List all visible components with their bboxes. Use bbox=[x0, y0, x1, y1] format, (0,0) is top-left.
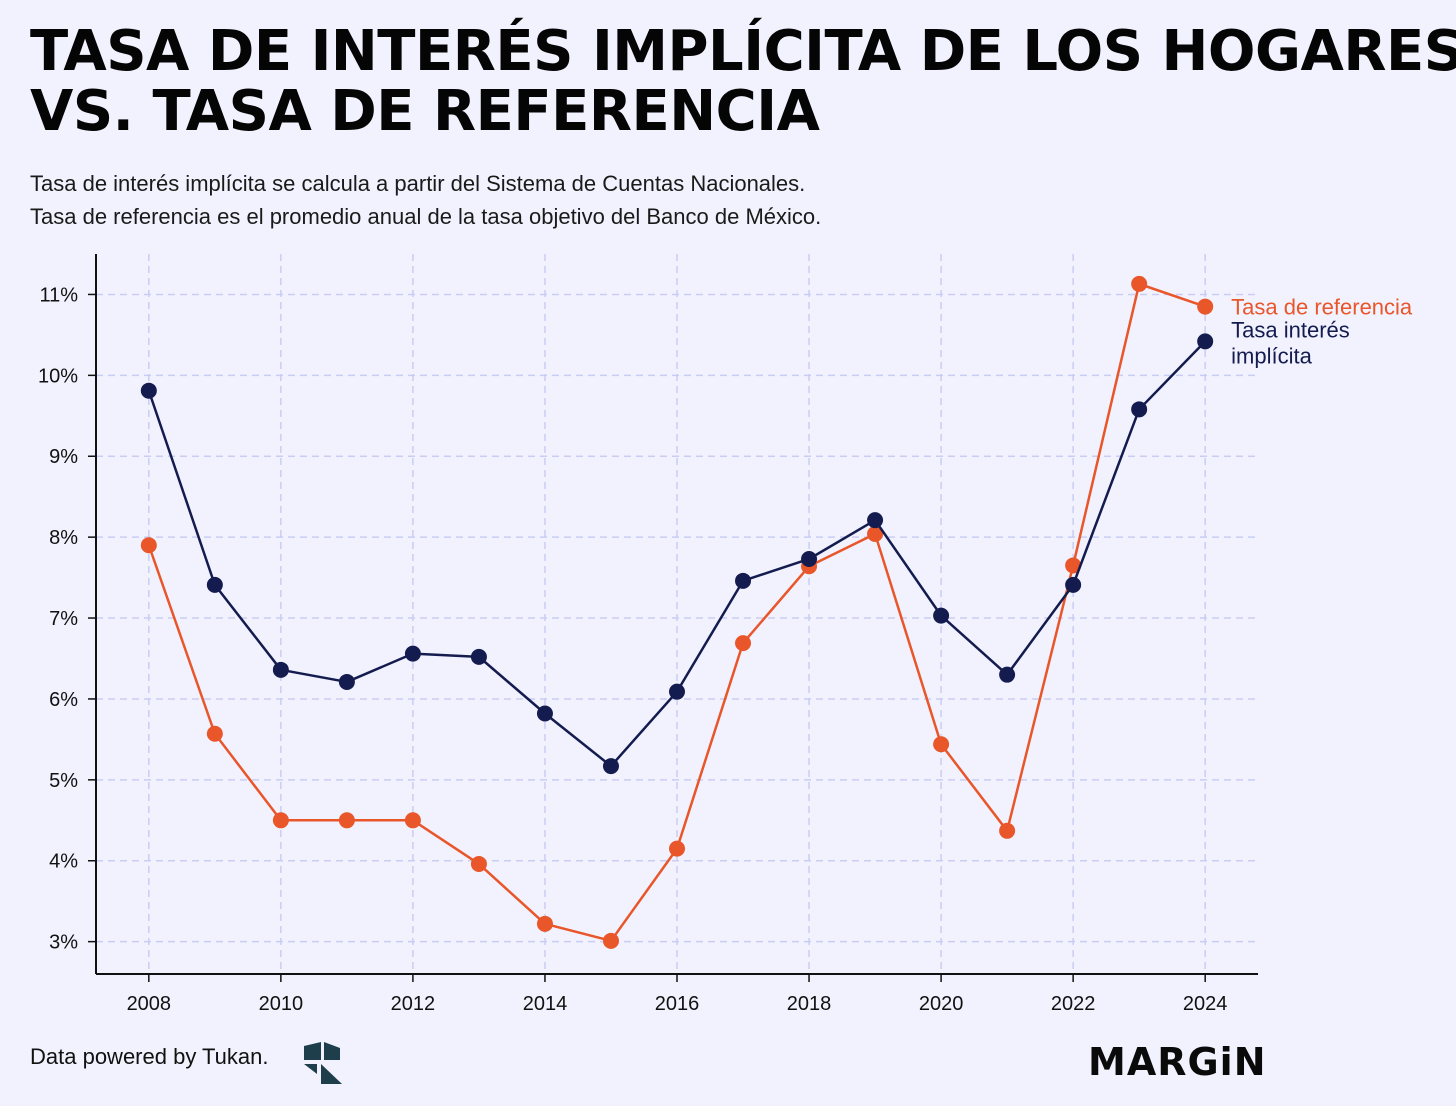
data-point-referencia bbox=[272, 812, 289, 829]
data-point-implicita bbox=[999, 666, 1016, 683]
data-point-implicita bbox=[206, 576, 223, 593]
data-point-implicita bbox=[536, 705, 553, 722]
data-point-referencia bbox=[999, 822, 1016, 839]
y-tick-label: 11% bbox=[39, 284, 78, 306]
series bbox=[140, 275, 1214, 949]
title-line-2: VS. TASA DE REFERENCIA bbox=[30, 79, 820, 144]
data-point-implicita bbox=[1131, 401, 1148, 418]
x-tick-label: 2020 bbox=[919, 993, 964, 1015]
data-point-referencia bbox=[338, 812, 355, 829]
y-tick-label: 3% bbox=[49, 932, 78, 954]
x-tick-label: 2010 bbox=[259, 993, 304, 1015]
x-tick-label: 2012 bbox=[391, 993, 436, 1015]
data-point-referencia bbox=[602, 932, 619, 949]
data-point-implicita bbox=[867, 512, 884, 529]
data-point-referencia bbox=[470, 855, 487, 872]
data-point-referencia bbox=[735, 635, 752, 652]
data-point-implicita bbox=[602, 758, 619, 775]
chart-subtitle: Tasa de interés implícita se calcula a p… bbox=[30, 167, 821, 233]
x-tick-label: 2022 bbox=[1051, 993, 1096, 1015]
x-tick-label: 2018 bbox=[787, 993, 832, 1015]
data-point-implicita bbox=[338, 673, 355, 690]
x-tick-label: 2008 bbox=[127, 993, 172, 1015]
y-tick-label: 8% bbox=[49, 527, 78, 549]
chart-title: TASA DE INTERÉS IMPLÍCITA DE LOS HOGARES… bbox=[30, 19, 1456, 144]
data-point-implicita bbox=[272, 661, 289, 678]
data-point-referencia bbox=[669, 840, 685, 857]
series-referencia bbox=[140, 275, 1214, 949]
data-point-referencia bbox=[933, 736, 950, 753]
subtitle-line-2: Tasa de referencia es el promedio anual … bbox=[30, 204, 822, 229]
data-point-implicita bbox=[1197, 333, 1214, 350]
x-tick-label: 2024 bbox=[1183, 993, 1228, 1015]
data-point-implicita bbox=[933, 607, 950, 624]
data-point-referencia bbox=[536, 915, 553, 932]
data-point-implicita bbox=[140, 382, 157, 399]
data-source: Data powered by Tukan. bbox=[30, 1044, 269, 1069]
y-tick-label: 5% bbox=[49, 770, 78, 792]
title-line-1: TASA DE INTERÉS IMPLÍCITA DE LOS HOGARES bbox=[30, 19, 1456, 84]
tukan-logo-icon bbox=[304, 1042, 342, 1084]
series-implicita bbox=[140, 333, 1214, 775]
y-tick-label: 10% bbox=[38, 365, 78, 387]
data-point-referencia bbox=[140, 537, 157, 554]
data-point-referencia bbox=[1131, 275, 1148, 292]
x-tick-label: 2014 bbox=[523, 993, 568, 1015]
y-tick-label: 9% bbox=[49, 446, 78, 468]
subtitle-line-1: Tasa de interés implícita se calcula a p… bbox=[30, 171, 806, 196]
grid bbox=[96, 254, 1258, 974]
data-point-referencia bbox=[867, 525, 884, 542]
margin-logo: MARGiN bbox=[1088, 1040, 1267, 1084]
data-point-implicita bbox=[404, 645, 421, 662]
legend-label-referencia: Tasa de referencia bbox=[1231, 295, 1413, 320]
data-point-implicita bbox=[669, 683, 685, 700]
y-tick-label: 7% bbox=[49, 608, 78, 630]
data-point-implicita bbox=[470, 648, 487, 665]
data-point-referencia bbox=[1065, 557, 1082, 574]
data-point-referencia bbox=[1197, 298, 1214, 315]
data-point-referencia bbox=[404, 812, 421, 829]
axes: 3% 4% 5% 6% 7% 8% 9% 10% 11% 2008 2010 2012 2014 2016… bbox=[38, 254, 1258, 1015]
legend-label-implicita: Tasa interés implícita bbox=[1231, 318, 1350, 369]
data-point-referencia bbox=[206, 725, 223, 742]
data-point-implicita bbox=[1065, 576, 1082, 593]
data-point-implicita bbox=[735, 572, 752, 589]
x-tick-label: 2016 bbox=[655, 993, 700, 1015]
y-tick-label: 4% bbox=[49, 851, 78, 873]
data-point-implicita bbox=[801, 550, 818, 567]
y-tick-label: 6% bbox=[49, 689, 78, 711]
